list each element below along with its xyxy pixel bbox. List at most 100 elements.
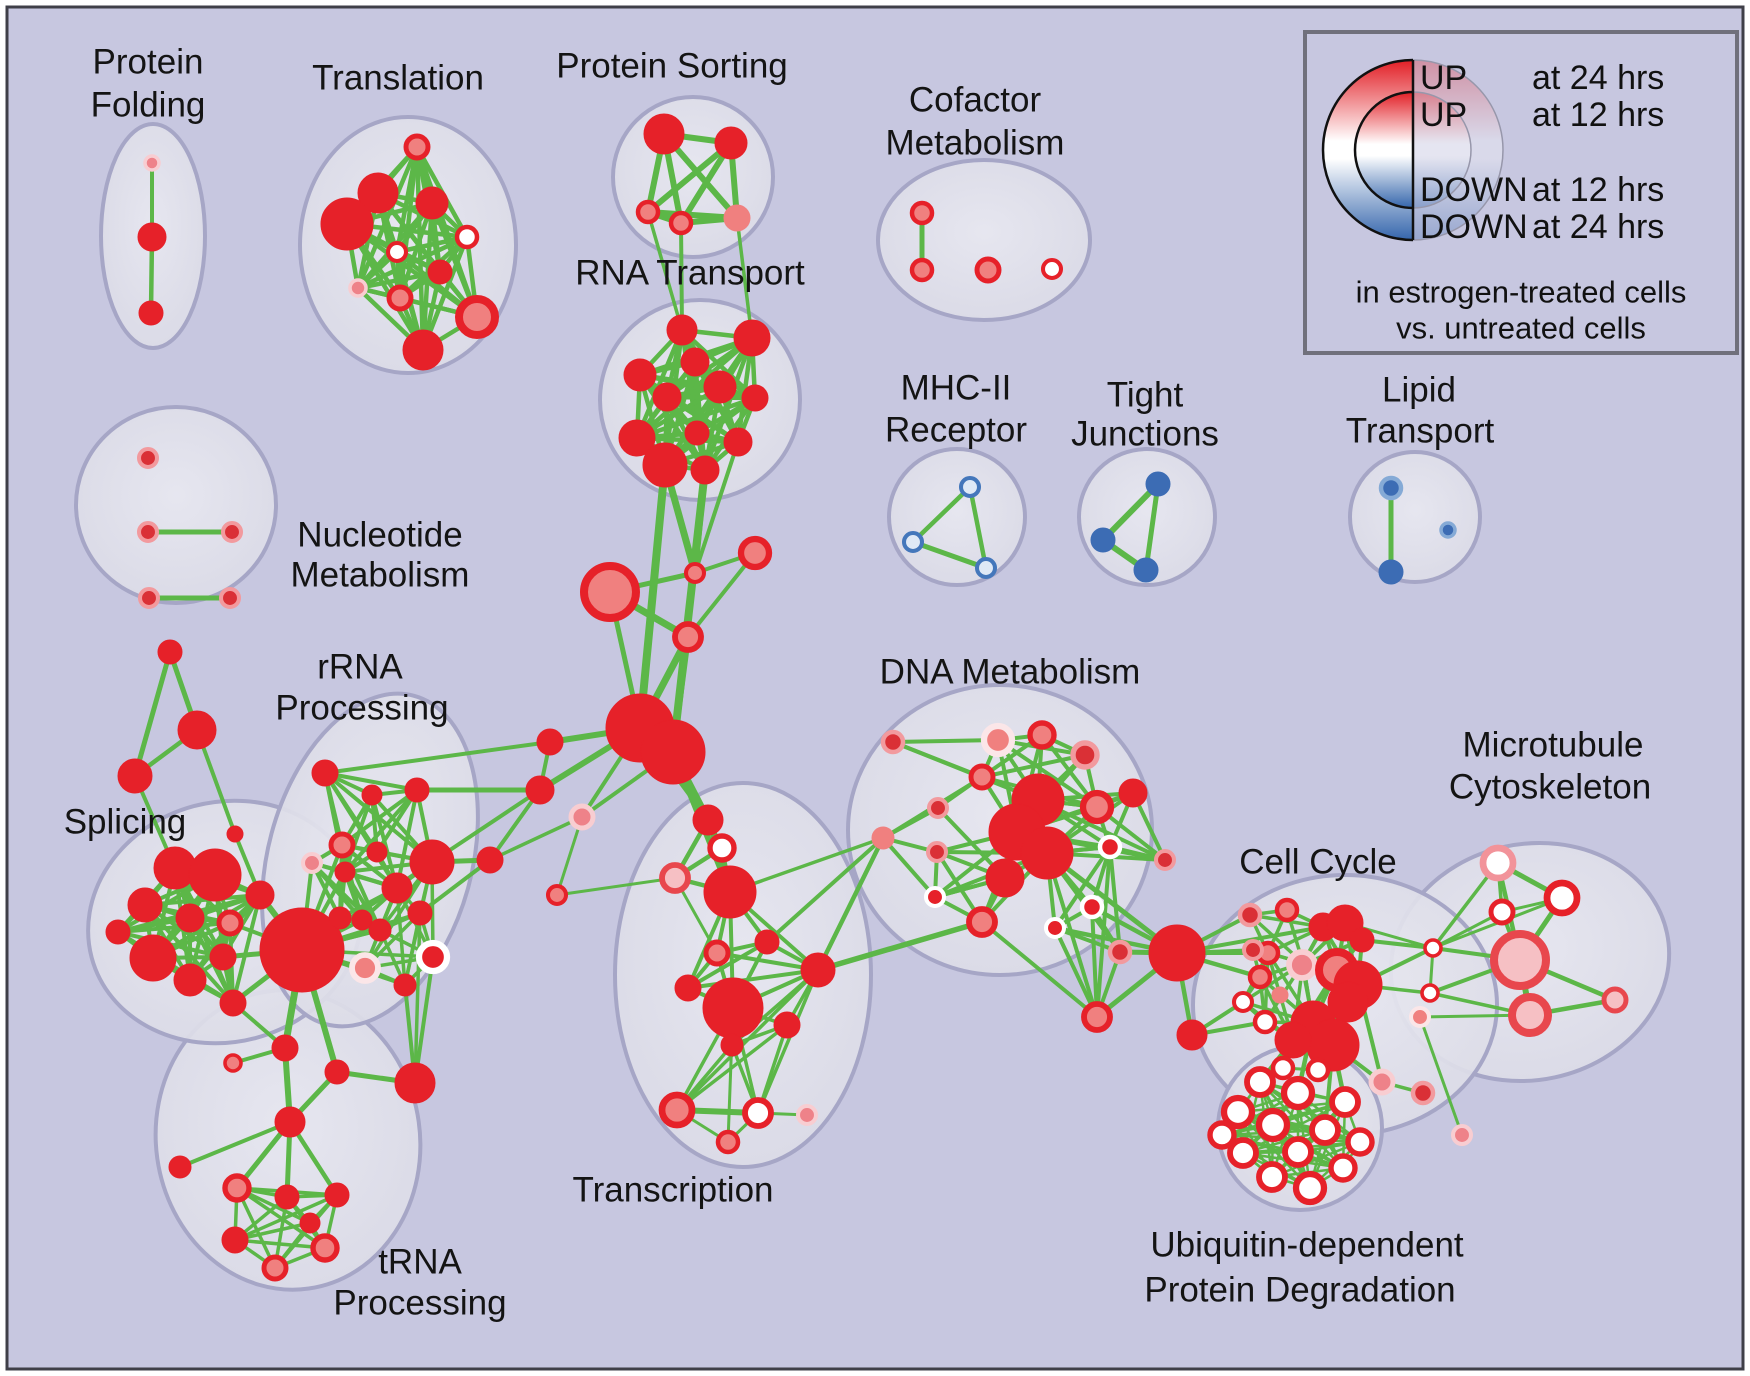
legend-time-label: at 24 hrs bbox=[1532, 59, 1664, 97]
gene-node bbox=[985, 858, 1025, 898]
gene-node bbox=[674, 974, 702, 1002]
cluster-ellipse-mhc-ii-receptor bbox=[887, 447, 1027, 587]
gene-node bbox=[209, 943, 237, 971]
cluster-label-cell-cycle: Cell Cycle bbox=[1239, 843, 1397, 882]
cluster-label-protein-folding: Protein bbox=[93, 43, 204, 82]
gene-node bbox=[1133, 557, 1159, 583]
edge bbox=[1053, 926, 1099, 1019]
edge bbox=[815, 919, 985, 973]
gene-node bbox=[1270, 1055, 1296, 1081]
gene-node bbox=[393, 973, 417, 997]
edge bbox=[1095, 845, 1112, 1019]
gene-node bbox=[1020, 826, 1074, 880]
edge bbox=[413, 955, 435, 1085]
edge bbox=[735, 216, 754, 340]
cluster-label-lipid-transport: Transport bbox=[1346, 412, 1495, 451]
gene-node bbox=[666, 314, 698, 346]
gene-node bbox=[1543, 879, 1581, 917]
gene-node bbox=[1327, 981, 1369, 1023]
gene-node bbox=[222, 1173, 252, 1203]
gene-node bbox=[368, 918, 392, 942]
gene-node bbox=[680, 347, 710, 377]
gene-node bbox=[1410, 1080, 1436, 1106]
gene-node bbox=[138, 300, 164, 326]
legend-time-label: at 12 hrs bbox=[1532, 96, 1664, 134]
gene-node bbox=[1292, 1170, 1328, 1206]
cluster-label-rna-transport: RNA Transport bbox=[575, 254, 805, 293]
gene-node bbox=[635, 199, 661, 225]
gene-node bbox=[261, 1254, 289, 1282]
edge bbox=[891, 738, 1000, 744]
gene-node bbox=[1408, 1005, 1432, 1029]
gene-node bbox=[684, 420, 710, 446]
gene-node bbox=[1079, 894, 1105, 920]
gene-node bbox=[703, 865, 757, 919]
cluster-label-rrna-processing: rRNA bbox=[317, 648, 403, 687]
gene-node bbox=[226, 825, 244, 843]
legend-caption: in estrogen-treated cells bbox=[1356, 275, 1687, 310]
gene-node bbox=[1252, 1009, 1278, 1035]
gene-node bbox=[1241, 938, 1265, 962]
edge bbox=[231, 893, 262, 1005]
edge bbox=[1090, 905, 1099, 1019]
edge bbox=[756, 968, 820, 1115]
gene-node bbox=[741, 384, 769, 412]
gene-node bbox=[1349, 927, 1375, 953]
gene-node bbox=[715, 1129, 741, 1155]
cluster-label-rrna-processing: Processing bbox=[275, 689, 448, 728]
gene-node bbox=[545, 883, 569, 907]
cluster-label-tight-junctions: Tight bbox=[1107, 376, 1184, 415]
edge bbox=[132, 649, 173, 779]
cluster-label-ubiquitin-degradation: Protein Degradation bbox=[1144, 1271, 1455, 1310]
gene-node bbox=[407, 900, 433, 926]
edge bbox=[1143, 481, 1161, 573]
cluster-label-protein-sorting: Protein Sorting bbox=[556, 47, 788, 86]
edge bbox=[686, 968, 820, 990]
gene-node bbox=[455, 295, 499, 339]
gene-node bbox=[381, 872, 413, 904]
gene-node bbox=[1148, 924, 1206, 982]
gene-node bbox=[1097, 834, 1123, 860]
gene-node bbox=[1040, 257, 1064, 281]
cluster-label-trna-processing: tRNA bbox=[378, 1243, 462, 1282]
cluster-label-transcription: Transcription bbox=[573, 1171, 774, 1210]
gene-node bbox=[795, 1103, 819, 1127]
gene-node bbox=[525, 775, 555, 805]
gene-node bbox=[1328, 1153, 1358, 1183]
gene-node bbox=[723, 427, 753, 457]
edge bbox=[233, 1193, 339, 1242]
cluster-label-ubiquitin-degradation: Ubiquitin-dependent bbox=[1150, 1226, 1464, 1265]
gene-node bbox=[476, 846, 504, 874]
gene-node bbox=[220, 520, 244, 544]
edge bbox=[1108, 845, 1122, 954]
cluster-label-cofactor-metabolism: Cofactor bbox=[909, 81, 1042, 120]
gene-node bbox=[324, 1059, 350, 1085]
legend-direction-label: DOWN bbox=[1420, 208, 1528, 246]
edge bbox=[679, 327, 758, 401]
gene-node bbox=[357, 172, 399, 214]
gene-node bbox=[702, 977, 764, 1039]
edge bbox=[555, 876, 677, 897]
edge bbox=[881, 836, 937, 899]
gene-node bbox=[409, 839, 455, 885]
edge bbox=[693, 440, 740, 575]
gene-node bbox=[386, 284, 414, 312]
cluster-label-nucleotide-metabolism: Nucleotide bbox=[297, 516, 462, 555]
gene-node bbox=[168, 1155, 192, 1179]
gene-node bbox=[137, 586, 161, 610]
legend-direction-label: UP bbox=[1420, 96, 1467, 134]
gene-node bbox=[1081, 1001, 1113, 1033]
gene-node bbox=[1207, 1120, 1237, 1150]
gene-node bbox=[618, 419, 656, 457]
gene-node bbox=[1329, 1086, 1361, 1118]
gene-node bbox=[974, 556, 998, 580]
cluster-label-microtubule-cytoskeleton: Microtubule bbox=[1463, 726, 1644, 765]
gene-node bbox=[1237, 902, 1263, 928]
edge bbox=[634, 327, 685, 441]
gene-node bbox=[1274, 1021, 1312, 1059]
gene-node bbox=[1043, 916, 1067, 940]
gene-node bbox=[334, 861, 356, 883]
edge bbox=[143, 893, 262, 907]
gene-node bbox=[536, 728, 564, 756]
gene-node bbox=[658, 1091, 696, 1129]
